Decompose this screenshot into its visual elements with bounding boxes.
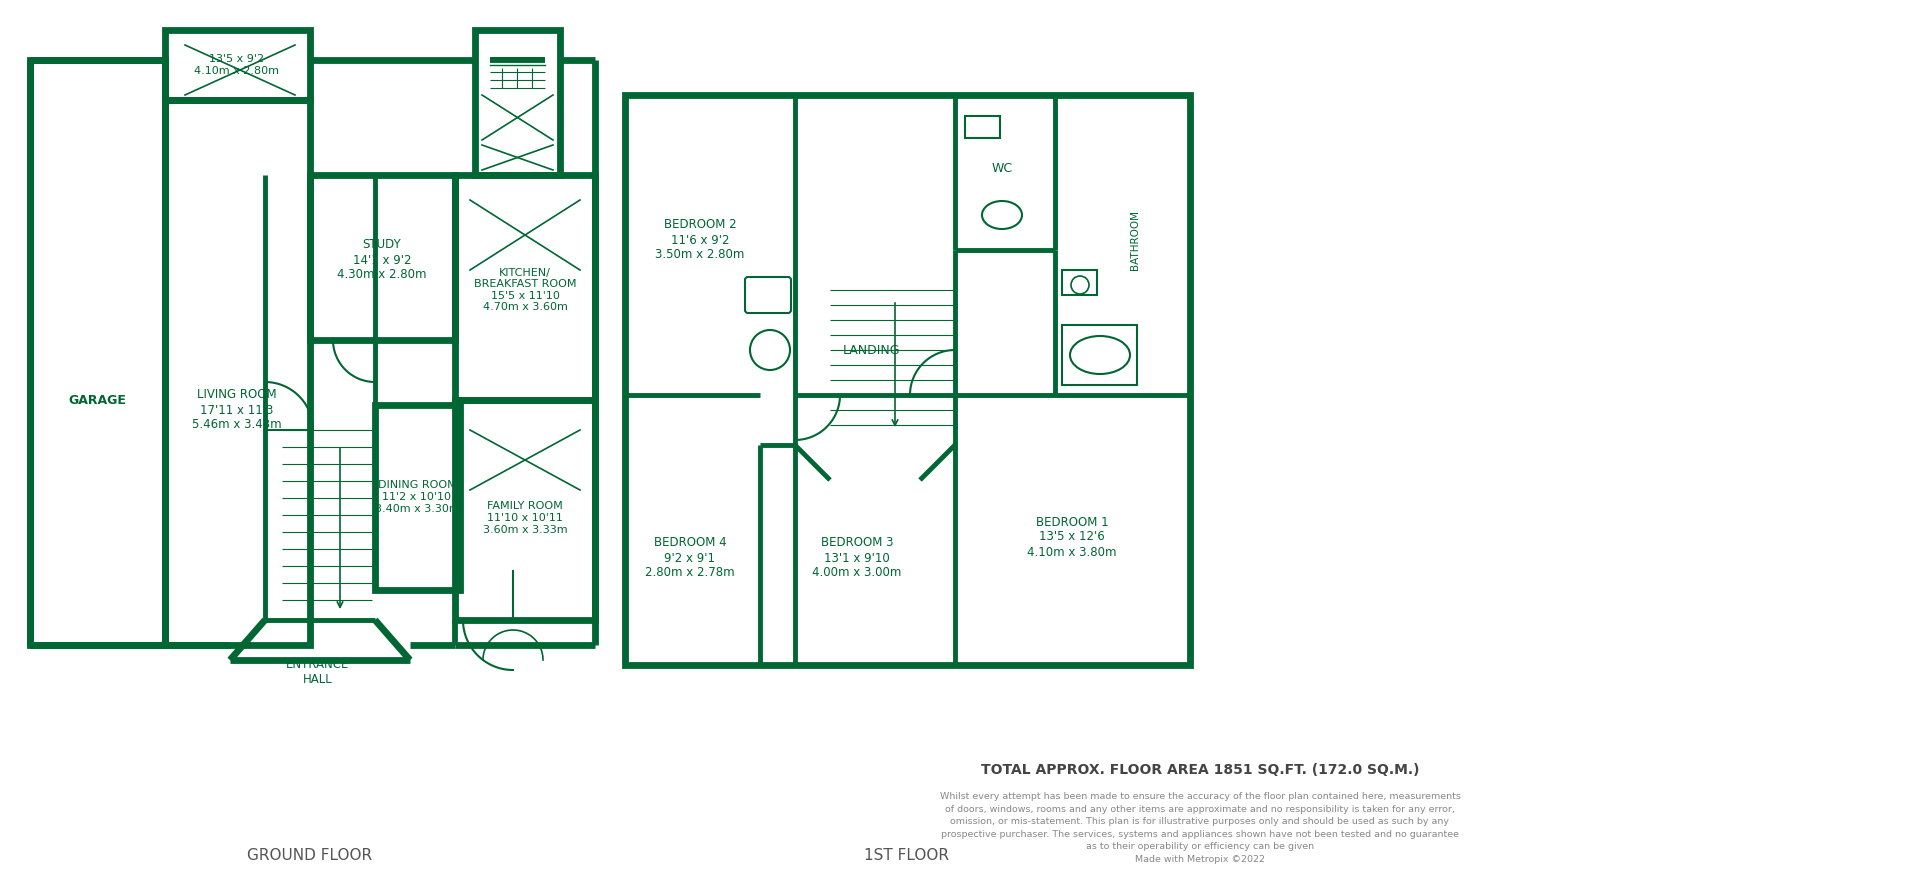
Bar	[374, 405, 461, 590]
Text: TOTAL APPROX. FLOOR AREA 1851 SQ.FT. (172.0 SQ.M.): TOTAL APPROX. FLOOR AREA 1851 SQ.FT. (17…	[981, 763, 1419, 777]
Bar	[490, 57, 545, 65]
Bar	[474, 30, 561, 175]
Text: BEDROOM 4
9'2 x 9'1
2.80m x 2.78m: BEDROOM 4 9'2 x 9'1 2.80m x 2.78m	[645, 537, 735, 579]
Text: GROUND FLOOR: GROUND FLOOR	[248, 848, 372, 863]
Text: KITCHEN/
BREAKFAST ROOM
15'5 x 11'10
4.70m x 3.60m: KITCHEN/ BREAKFAST ROOM 15'5 x 11'10 4.7…	[474, 268, 576, 313]
Text: BEDROOM 3
13'1 x 9'10
4.00m x 3.00m: BEDROOM 3 13'1 x 9'10 4.00m x 3.00m	[812, 537, 902, 579]
Bar	[490, 57, 545, 65]
Bar	[455, 175, 595, 400]
Text: 1ST FLOOR: 1ST FLOOR	[864, 848, 950, 863]
Bar	[165, 100, 309, 645]
Bar	[1062, 325, 1137, 385]
Text: ENTRANCE
HALL: ENTRANCE HALL	[286, 658, 349, 686]
Text: LANDING: LANDING	[843, 343, 900, 357]
Text: DINING ROOM
11'2 x 10'10
3.40m x 3.30m: DINING ROOM 11'2 x 10'10 3.40m x 3.30m	[374, 480, 459, 514]
Bar	[31, 60, 165, 645]
Text: WC: WC	[991, 162, 1012, 175]
Text: BEDROOM 2
11'6 x 9'2
3.50m x 2.80m: BEDROOM 2 11'6 x 9'2 3.50m x 2.80m	[655, 218, 745, 261]
Bar	[309, 175, 455, 340]
Bar	[966, 116, 1000, 138]
Text: GARAGE: GARAGE	[67, 394, 127, 406]
Bar	[455, 400, 595, 620]
Text: LIVING ROOM
17'11 x 11'3
5.46m x 3.43m: LIVING ROOM 17'11 x 11'3 5.46m x 3.43m	[192, 389, 282, 432]
Text: STUDY
14'1 x 9'2
4.30m x 2.80m: STUDY 14'1 x 9'2 4.30m x 2.80m	[338, 238, 426, 282]
Text: FAMILY ROOM
11'10 x 10'11
3.60m x 3.33m: FAMILY ROOM 11'10 x 10'11 3.60m x 3.33m	[482, 502, 566, 534]
Bar	[1062, 270, 1096, 295]
Bar	[165, 30, 309, 100]
Text: BEDROOM 1
13'5 x 12'6
4.10m x 3.80m: BEDROOM 1 13'5 x 12'6 4.10m x 3.80m	[1027, 516, 1117, 559]
Bar	[626, 95, 1190, 665]
Text: 13'5 x 9'2
4.10m x 2.80m: 13'5 x 9'2 4.10m x 2.80m	[194, 54, 280, 76]
Text: BATHROOM: BATHROOM	[1131, 210, 1140, 270]
Text: Whilst every attempt has been made to ensure the accuracy of the floor plan cont: Whilst every attempt has been made to en…	[939, 792, 1461, 864]
